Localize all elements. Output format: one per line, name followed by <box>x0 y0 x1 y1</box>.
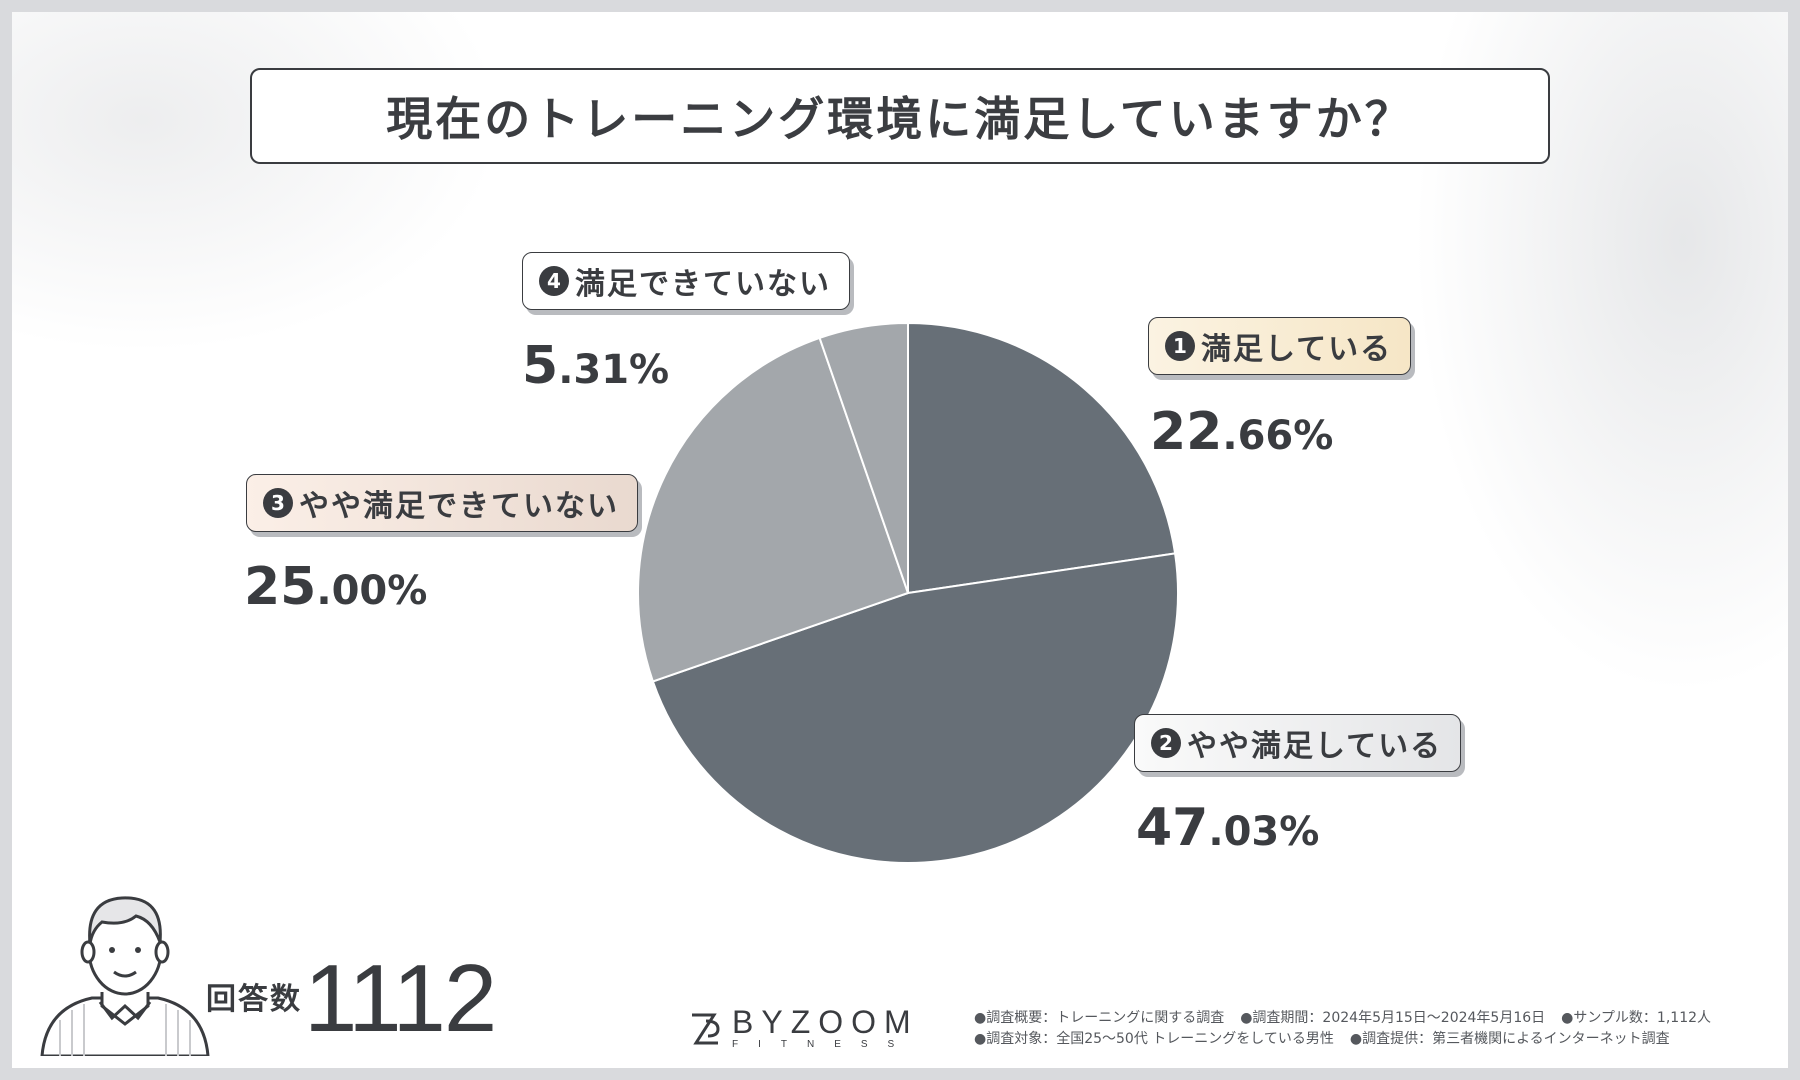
note-survey-overview: ●調査概要：トレーニングに関する調査 <box>974 1010 1225 1026</box>
brand-name: BYZOOM <box>732 1004 919 1040</box>
pct-dec-4: .31% <box>558 347 670 393</box>
respondents-label: 回答数 <box>206 982 302 1017</box>
pie-slice-1 <box>907 321 1177 595</box>
number-badge-3: 3 <box>263 488 293 518</box>
slice-label-2: 2 やや満足している <box>1134 714 1462 772</box>
chart-title-box: 現在のトレーニング環境に満足していますか？ <box>250 68 1550 164</box>
pct-int-2: 47 <box>1136 798 1209 858</box>
notes-line-2: ●調査対象：全国25～50代 トレーニングをしている男性 ●調査提供：第三者機関に… <box>974 1029 1727 1050</box>
note-sample-size: ●サンプル数：1,112人 <box>1561 1010 1712 1026</box>
slice-label-text-1: 満足している <box>1201 332 1393 367</box>
chart-title: 現在のトレーニング環境に満足していますか？ <box>386 92 1414 146</box>
brand-mark-icon <box>692 1013 720 1044</box>
pie-slice-3 <box>637 336 910 683</box>
pct-dec-2: .03% <box>1208 809 1320 855</box>
slice-label-4: 4 満足できていない <box>522 252 850 310</box>
note-survey-target: ●調査対象：全国25～50代 トレーニングをしている男性 <box>974 1031 1334 1047</box>
note-survey-period: ●調査期間：2024年5月15日～2024年5月16日 <box>1240 1010 1546 1026</box>
slice-percentage-1: 22.66% <box>1150 402 1333 462</box>
slice-label-text-3: やや満足できていない <box>299 489 619 524</box>
slice-label-1: 1 満足している <box>1148 317 1412 375</box>
slice-percentage-2: 47.03% <box>1136 798 1319 858</box>
number-badge-1: 1 <box>1165 331 1195 361</box>
note-survey-provider: ●調査提供：第三者機関によるインターネット調査 <box>1349 1031 1670 1047</box>
number-badge-2: 2 <box>1151 728 1181 758</box>
person-illustration-icon <box>40 896 210 1056</box>
pct-int-4: 5 <box>522 336 559 396</box>
pct-int-1: 22 <box>1150 402 1223 462</box>
pct-dec-1: .66% <box>1222 413 1334 459</box>
pie-slice-2 <box>651 552 1180 864</box>
slice-label-text-4: 満足できていない <box>575 267 831 302</box>
survey-notes: ●調査概要：トレーニングに関する調査 ●調査期間：2024年5月15日～2024年… <box>974 1008 1727 1050</box>
pie-slice-4 <box>818 321 909 594</box>
pie-chart <box>637 321 1180 864</box>
number-badge-4: 4 <box>539 266 569 296</box>
notes-line-1: ●調査概要：トレーニングに関する調査 ●調査期間：2024年5月15日～2024年… <box>974 1008 1727 1029</box>
pct-dec-3: .00% <box>316 568 428 614</box>
slice-percentage-4: 5.31% <box>522 336 669 396</box>
pct-int-3: 25 <box>244 557 317 617</box>
slice-label-text-2: やや満足している <box>1187 729 1443 764</box>
slice-percentage-3: 25.00% <box>244 557 427 617</box>
brand-logo: BYZOOM FITNESS <box>688 1004 919 1050</box>
slice-label-3: 3 やや満足できていない <box>246 474 638 532</box>
infographic-frame: 現在のトレーニング環境に満足していますか？ 1 満足している 22.66% 2 … <box>12 12 1788 1068</box>
brand-subtitle: FITNESS <box>732 1039 915 1050</box>
respondents-count: 1112 <box>304 945 497 1052</box>
